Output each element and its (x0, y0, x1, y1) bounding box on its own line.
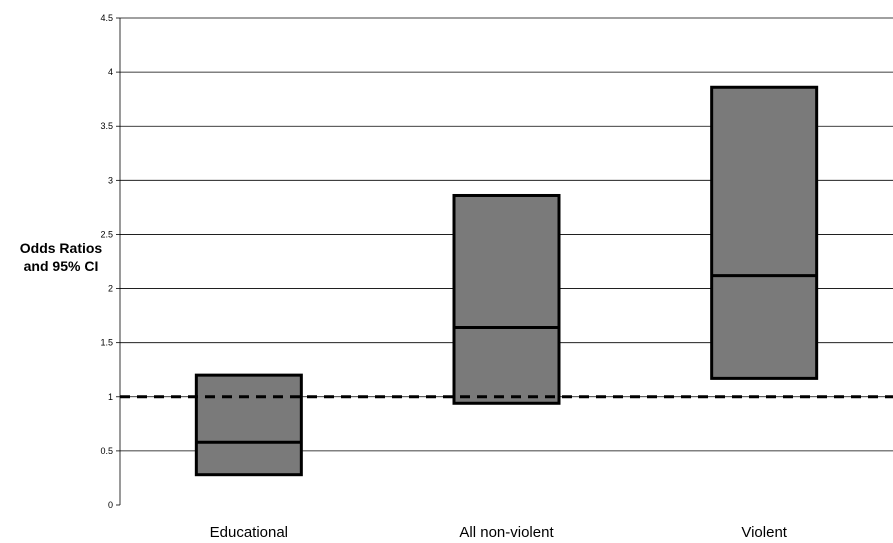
category-label: Educational (210, 524, 288, 541)
category-labels: Educational All non-violent Violent (210, 524, 788, 541)
y-axis-label-line-1: Odds Ratios (20, 240, 103, 256)
y-tick-label: 3 (108, 175, 113, 185)
category-label: All non-violent (459, 524, 554, 541)
y-tick-label: 0.5 (100, 446, 113, 456)
category-label: Violent (741, 524, 787, 541)
y-axis-label-line-2: and 95% CI (24, 258, 99, 274)
y-tick-label: 3.5 (100, 121, 113, 131)
y-tick-label: 2 (108, 284, 113, 294)
ci-box (710, 85, 819, 380)
y-tick-label: 1 (108, 392, 113, 402)
y-tick-label: 4.5 (100, 13, 113, 23)
ci-boxes (194, 85, 819, 477)
y-tick-labels: 0 0.5 1 1.5 2 2.5 3 3.5 4 4.5 (100, 13, 120, 510)
y-tick-label: 4 (108, 67, 113, 77)
ci-box (194, 373, 303, 477)
ci-box (452, 193, 561, 405)
y-tick-label: 2.5 (100, 229, 113, 239)
y-tick-label: 0 (108, 500, 113, 510)
y-tick-label: 1.5 (100, 338, 113, 348)
